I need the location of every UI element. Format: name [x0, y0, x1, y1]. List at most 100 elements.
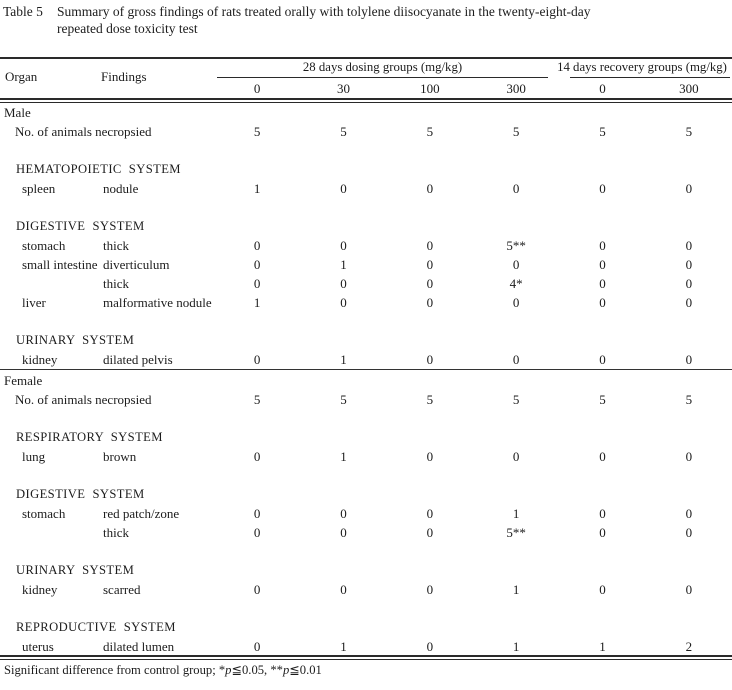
value-cell: 0: [685, 448, 693, 464]
value-cell: 0: [426, 505, 434, 521]
organ-cell: kidney: [22, 351, 58, 367]
dose-spacer: [0, 81, 102, 97]
spacer-row: [0, 198, 732, 217]
value-cell: 0: [599, 581, 606, 597]
finding-row: liver malformative nodule 1 0 0 0 0 0: [0, 293, 732, 312]
dose-column-header: 300: [679, 81, 699, 96]
footnote-text: ≦0.05, **: [231, 663, 283, 677]
dose-spacer: [102, 81, 214, 97]
value-cell: 0: [512, 448, 520, 464]
value-cell: 1: [512, 638, 520, 654]
value-cell: 2: [685, 638, 693, 654]
finding-cell: brown: [103, 448, 137, 464]
value-cell: 0: [599, 275, 606, 291]
value-cell: 0: [685, 581, 693, 597]
spacer-row: [0, 409, 732, 428]
system-row: REPRODUCTIVE SYSTEM: [0, 618, 732, 637]
finding-row: uterus dilated lumen 0 1 0 1 1 2: [0, 637, 732, 656]
value-cell: 0: [685, 275, 693, 291]
value-cell: 0: [340, 180, 347, 196]
system-row: URINARY SYSTEM: [0, 561, 732, 580]
organ-system-label: URINARY SYSTEM: [16, 563, 135, 577]
value-cell: 0: [685, 180, 693, 196]
value-cell: 0: [340, 581, 347, 597]
spacer-row: [0, 599, 732, 618]
finding-cell: dilated lumen: [103, 638, 175, 654]
system-row: URINARY SYSTEM: [0, 331, 732, 350]
value-cell: 5: [512, 123, 520, 139]
table-caption-text: Summary of gross findings of rats treate…: [57, 4, 717, 37]
organ-system-label: HEMATOPOIETIC SYSTEM: [16, 162, 181, 176]
value-cell: 0: [340, 294, 347, 310]
value-cell: 4*: [509, 275, 523, 291]
finding-cell: malformative nodule: [103, 294, 212, 310]
value-cell: 5: [340, 123, 347, 139]
value-cell: 0: [253, 505, 261, 521]
organ-cell: liver: [22, 294, 46, 310]
value-cell: 5: [426, 123, 434, 139]
value-cell: 1: [340, 256, 347, 272]
value-cell: 5: [599, 391, 606, 407]
recovery-group-underline: [570, 77, 730, 78]
table-header: Organ Findings 28 days dosing groups (mg…: [0, 57, 732, 103]
value-cell: 0: [340, 524, 347, 540]
finding-row: spleen nodule 1 0 0 0 0 0: [0, 179, 732, 198]
finding-row: lung brown 0 1 0 0 0 0: [0, 447, 732, 466]
finding-cell: diverticulum: [103, 256, 170, 272]
value-cell: 0: [512, 351, 520, 367]
value-cell: 5: [685, 391, 693, 407]
organ-cell: lung: [22, 448, 46, 464]
sex-section-label: Male: [4, 104, 31, 120]
value-cell: 0: [426, 638, 434, 654]
value-cell: 5: [685, 123, 693, 139]
value-cell: 1: [340, 351, 347, 367]
organ-system-label: DIGESTIVE SYSTEM: [16, 219, 145, 233]
value-cell: 0: [340, 275, 347, 291]
finding-cell: thick: [103, 237, 129, 253]
organ-system-label: DIGESTIVE SYSTEM: [16, 487, 145, 501]
system-row: DIGESTIVE SYSTEM: [0, 485, 732, 504]
value-cell: 5: [599, 123, 606, 139]
value-cell: 5: [512, 391, 520, 407]
table-caption: Table 5 Summary of gross findings of rat…: [3, 4, 717, 37]
finding-row: small intestine diverticulum 0 1 0 0 0 0: [0, 255, 732, 274]
value-cell: 0: [426, 524, 434, 540]
value-cell: 0: [599, 256, 606, 272]
value-cell: 5: [426, 391, 434, 407]
bottom-double-rule: [0, 655, 732, 660]
value-cell: 0: [340, 237, 347, 253]
finding-row: kidney scarred 0 0 0 1 0 0: [0, 580, 732, 599]
significance-footnote: Significant difference from control grou…: [4, 662, 322, 678]
value-cell: 0: [253, 448, 261, 464]
system-row: DIGESTIVE SYSTEM: [0, 217, 732, 236]
value-cell: 0: [599, 351, 606, 367]
organ-cell: small intestine: [22, 256, 98, 272]
findings-column-header: Findings: [101, 69, 147, 84]
section-divider-rule: [0, 369, 732, 371]
finding-row: thick 0 0 0 5** 0 0: [0, 523, 732, 542]
organ-cell: stomach: [22, 505, 66, 521]
value-cell: 0: [599, 524, 606, 540]
value-cell: 0: [599, 294, 606, 310]
finding-cell: nodule: [103, 180, 139, 196]
row-label: No. of animals necropsied: [15, 391, 152, 407]
value-cell: 0: [253, 256, 261, 272]
value-cell: 5: [253, 391, 261, 407]
value-cell: 0: [685, 237, 693, 253]
count-row: No. of animals necropsied 5 5 5 5 5 5: [0, 122, 732, 141]
dose-column-header: 0: [599, 81, 606, 96]
value-cell: 0: [512, 294, 520, 310]
value-cell: 1: [599, 638, 606, 654]
spacer-row: [0, 312, 732, 331]
dose-column-header: 100: [420, 81, 440, 96]
count-row: No. of animals necropsied 5 5 5 5 5 5: [0, 390, 732, 409]
value-cell: 0: [426, 275, 434, 291]
finding-cell: scarred: [103, 581, 141, 597]
sex-row: Female: [0, 371, 732, 390]
caption-line-2: repeated dose toxicity test: [57, 20, 198, 36]
p-value-symbol: p: [282, 663, 290, 677]
organ-system-label: RESPIRATORY SYSTEM: [16, 430, 163, 444]
value-cell: 0: [426, 581, 434, 597]
value-cell: 0: [253, 275, 261, 291]
sex-section-label: Female: [4, 372, 43, 388]
